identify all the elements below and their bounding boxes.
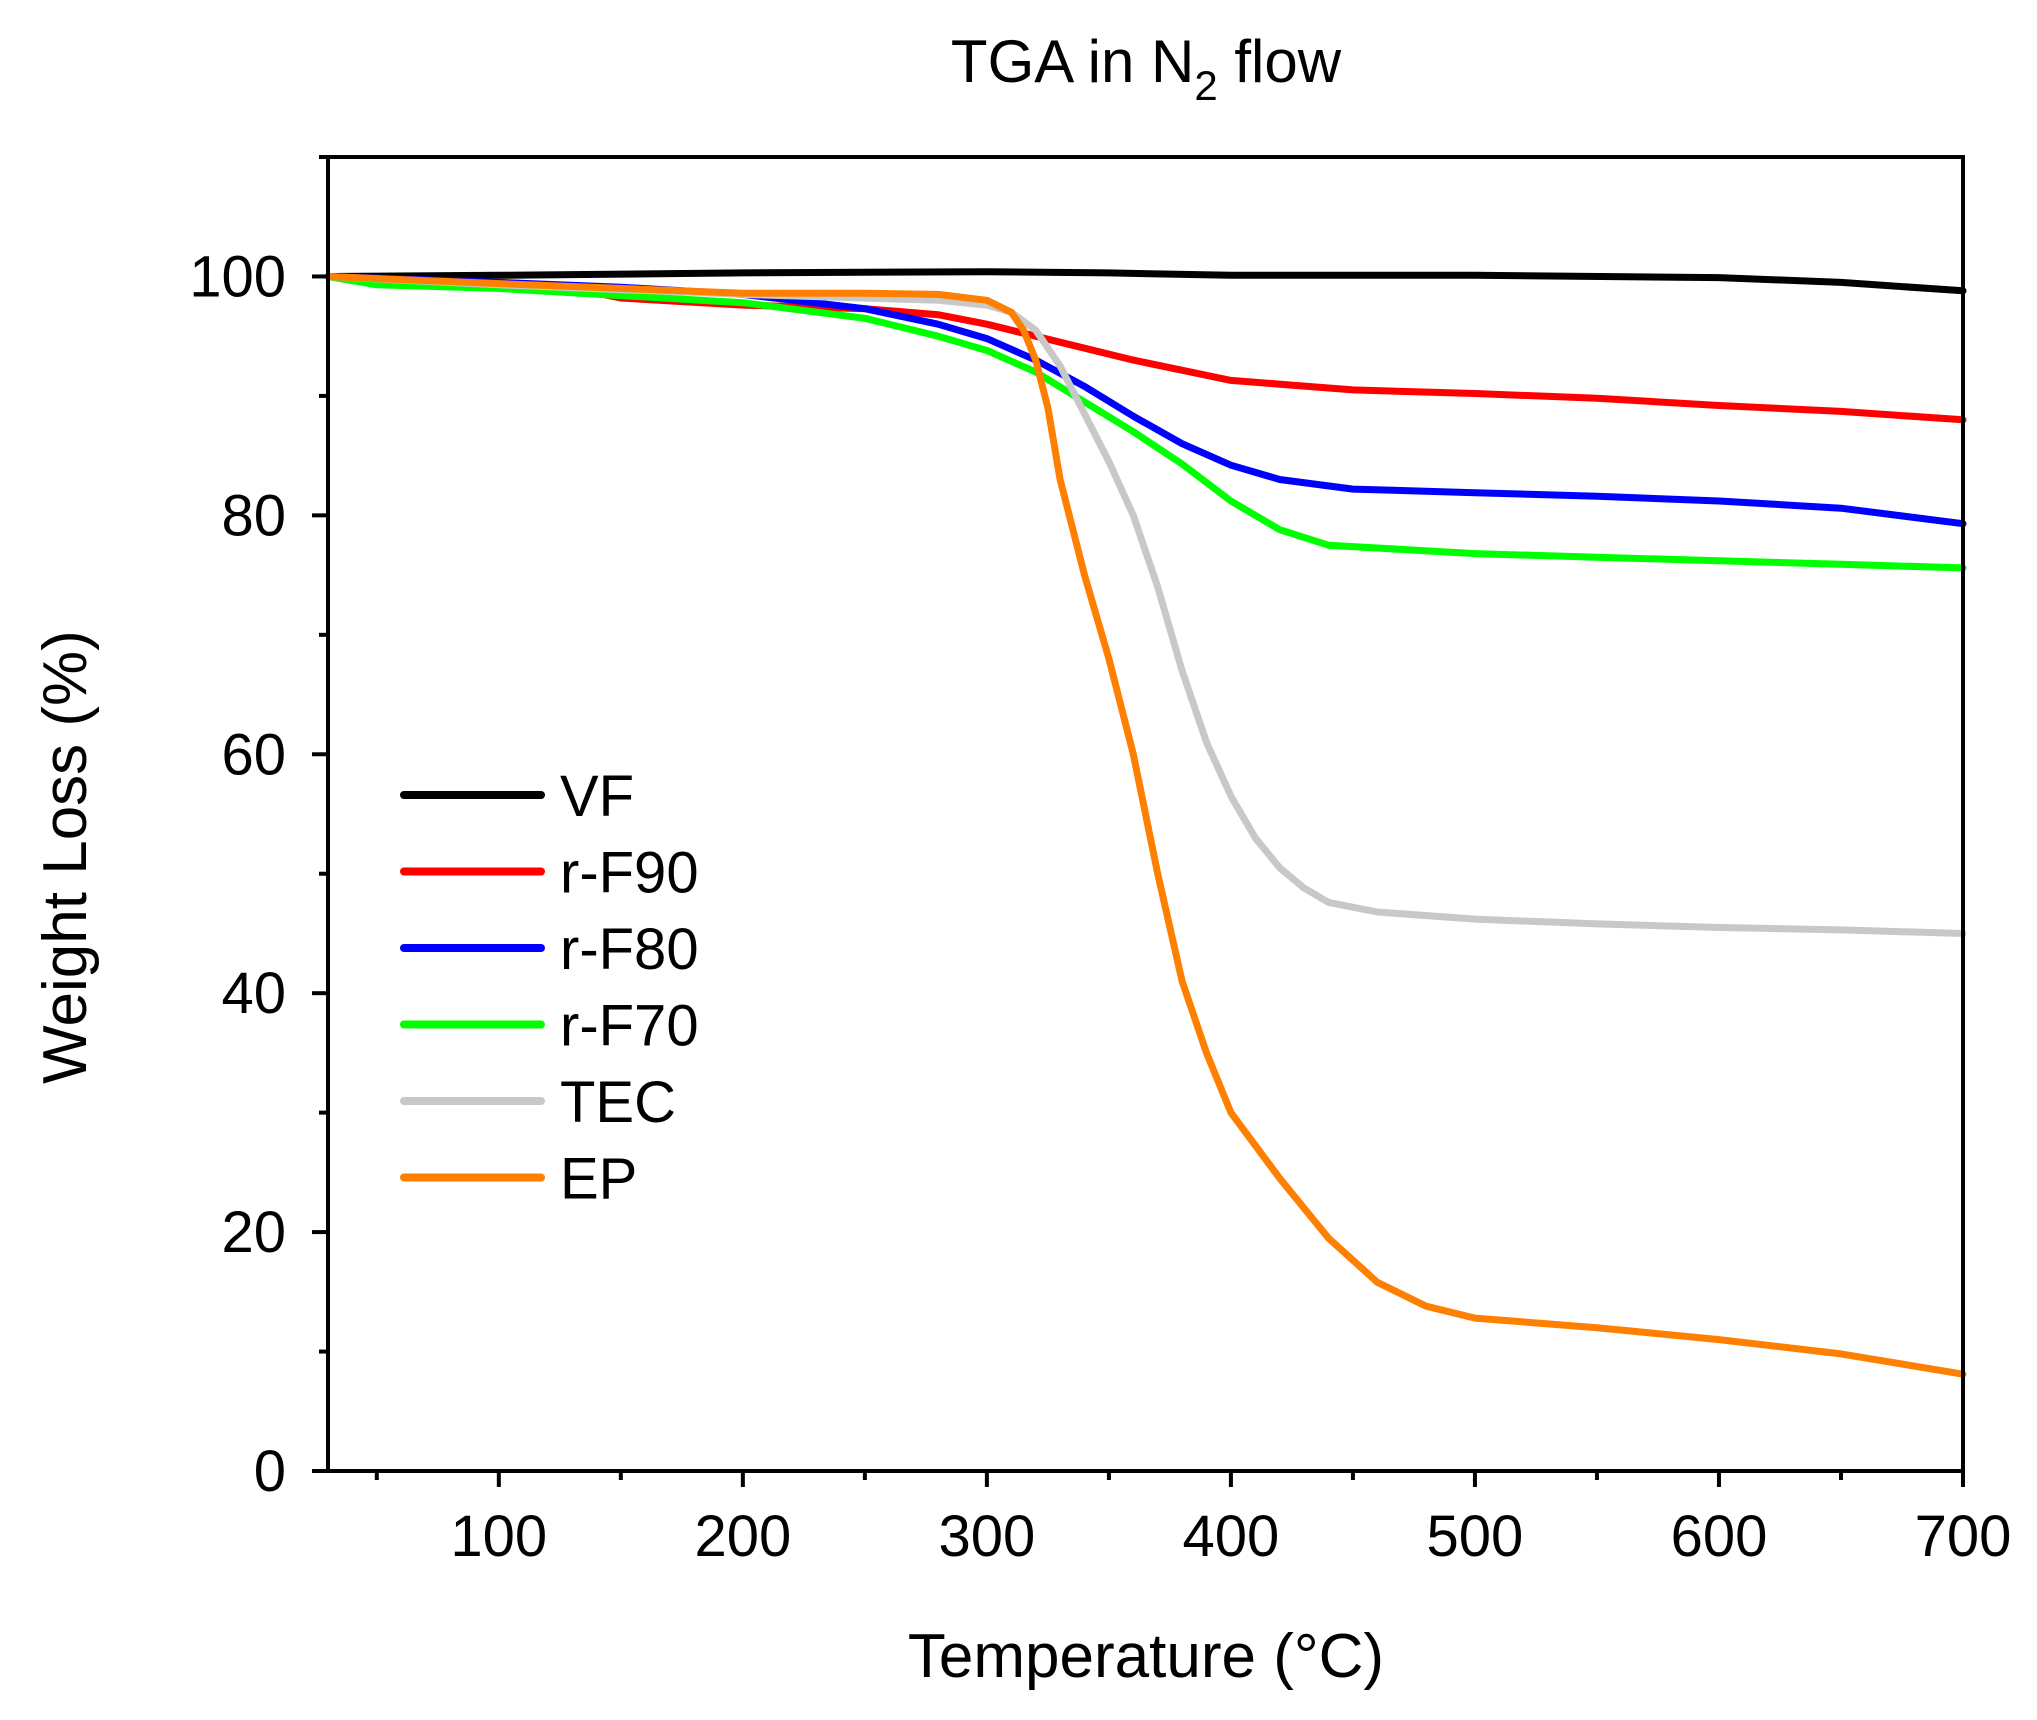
legend-label-r-F70: r-F70 bbox=[560, 994, 699, 1059]
x-tick-label: 200 bbox=[694, 1504, 791, 1569]
plot-lines bbox=[324, 268, 1967, 1378]
series-line-r-F90 bbox=[324, 273, 1967, 424]
y-tick-label: 100 bbox=[189, 244, 286, 309]
legend-label-TEC: TEC bbox=[560, 1070, 676, 1135]
series-line-r-F80 bbox=[324, 273, 1967, 528]
y-axis-title: Weight Loss (%) bbox=[31, 630, 100, 1084]
x-tick-label: 300 bbox=[938, 1504, 1035, 1569]
series-line-r-F70 bbox=[324, 273, 1967, 572]
chart-title-main: TGA in N bbox=[951, 28, 1194, 95]
legend: VF r-F90 r-F80 r-F70 TEC EP bbox=[400, 764, 699, 1212]
y-tick-label: 40 bbox=[221, 961, 286, 1026]
legend-label-r-F80: r-F80 bbox=[560, 917, 699, 982]
chart-title: TGA in N2 flow bbox=[951, 28, 1342, 109]
legend-label-r-F90: r-F90 bbox=[560, 841, 699, 906]
legend-label-EP: EP bbox=[560, 1147, 637, 1212]
x-tick-label: 100 bbox=[450, 1504, 547, 1569]
x-tick-label: 700 bbox=[1915, 1504, 2012, 1569]
chart-title-subscript: 2 bbox=[1194, 62, 1217, 109]
series-line-VF bbox=[324, 268, 1967, 295]
series-line-EP bbox=[324, 273, 1967, 1378]
x-tick-label: 400 bbox=[1183, 1504, 1280, 1569]
x-tick-label: 600 bbox=[1671, 1504, 1768, 1569]
y-tick-label: 80 bbox=[221, 483, 286, 548]
y-tick-label: 60 bbox=[221, 722, 286, 787]
x-tick-label: 500 bbox=[1427, 1504, 1524, 1569]
legend-label-VF: VF bbox=[560, 764, 634, 829]
series-line-TEC bbox=[324, 273, 1967, 937]
plot-frame bbox=[326, 155, 1965, 1473]
chart-title-suffix: flow bbox=[1218, 28, 1342, 95]
y-tick-label: 0 bbox=[254, 1439, 286, 1504]
x-axis-title: Temperature (°C) bbox=[908, 1622, 1384, 1691]
tick-labels: 100 200 300 400 500 600 700 0 20 40 60 80 100 bbox=[189, 244, 2011, 1569]
axes bbox=[312, 155, 1965, 1487]
y-tick-label: 20 bbox=[221, 1200, 286, 1265]
